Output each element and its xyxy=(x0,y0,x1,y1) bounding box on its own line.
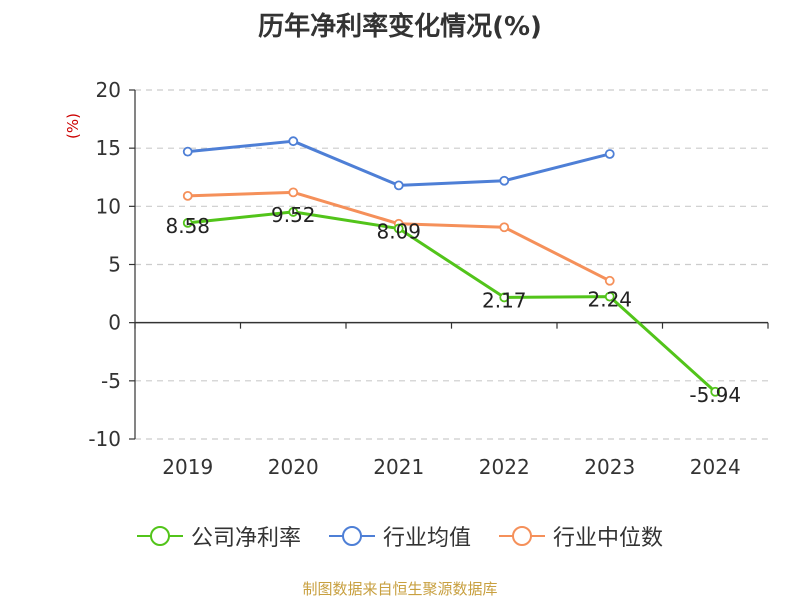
y-tick-label: 20 xyxy=(96,78,121,102)
legend-label-industry-mean: 行业均值 xyxy=(382,526,471,551)
y-tick-label: 0 xyxy=(108,311,121,335)
x-tick-label: 2024 xyxy=(690,455,741,479)
legend-label-company: 公司净利率 xyxy=(190,526,301,551)
data-label: -5.94 xyxy=(689,383,741,407)
x-tick-label: 2020 xyxy=(268,455,319,479)
data-point xyxy=(604,149,615,159)
legend-label-industry-median: 行业中位数 xyxy=(553,526,664,551)
y-tick-label: 5 xyxy=(108,253,121,277)
y-tick-label: 10 xyxy=(96,194,121,218)
data-point xyxy=(288,136,299,147)
x-tick-label: 2021 xyxy=(373,455,424,479)
data-label: 9.52 xyxy=(271,203,316,227)
data-point xyxy=(393,180,404,191)
legend-item-industry-mean[interactable]: 行业均值 xyxy=(328,520,471,552)
data-point xyxy=(710,386,721,397)
data-label: 2.24 xyxy=(587,288,632,312)
x-tick-label: 2023 xyxy=(584,455,635,479)
legend-item-company[interactable]: 公司净利率 xyxy=(136,520,301,552)
data-point xyxy=(499,222,510,233)
data-point xyxy=(604,275,615,286)
series-line xyxy=(187,210,717,393)
y-tick-label: 15 xyxy=(96,136,121,160)
data-point xyxy=(182,146,193,157)
data-label: 8.09 xyxy=(376,220,421,244)
legend-swatch-company xyxy=(136,526,183,546)
data-point xyxy=(182,190,193,201)
line-chart: 20 15 10 5 0 -5 -10 (%) 2019 2020 2021 2022 2023 2024… xyxy=(64,78,769,479)
data-point xyxy=(604,291,615,302)
y-tick-label: -5 xyxy=(101,369,121,393)
x-tick-label: 2019 xyxy=(162,455,213,479)
chart-legend: 公司净利率 行业均值 行业中位数 xyxy=(0,520,800,552)
data-label: 2.17 xyxy=(482,288,527,312)
chart-title: 历年净利率变化情况(%) xyxy=(258,12,542,42)
source-note: 制图数据来自恒生聚源数据库 xyxy=(302,580,498,598)
data-point xyxy=(499,292,510,303)
legend-swatch-industry-mean xyxy=(328,526,375,546)
data-point xyxy=(499,175,510,186)
legend-item-industry-median[interactable]: 行业中位数 xyxy=(499,520,663,552)
data-point xyxy=(393,223,404,234)
data-point xyxy=(288,207,299,217)
data-point xyxy=(182,217,193,228)
data-point xyxy=(288,187,299,198)
y-axis-label: (%) xyxy=(64,113,82,139)
legend-swatch-industry-median xyxy=(499,526,545,546)
y-tick-label: -10 xyxy=(88,427,121,451)
data-label: 8.58 xyxy=(165,214,210,238)
x-tick-label: 2022 xyxy=(479,455,530,479)
